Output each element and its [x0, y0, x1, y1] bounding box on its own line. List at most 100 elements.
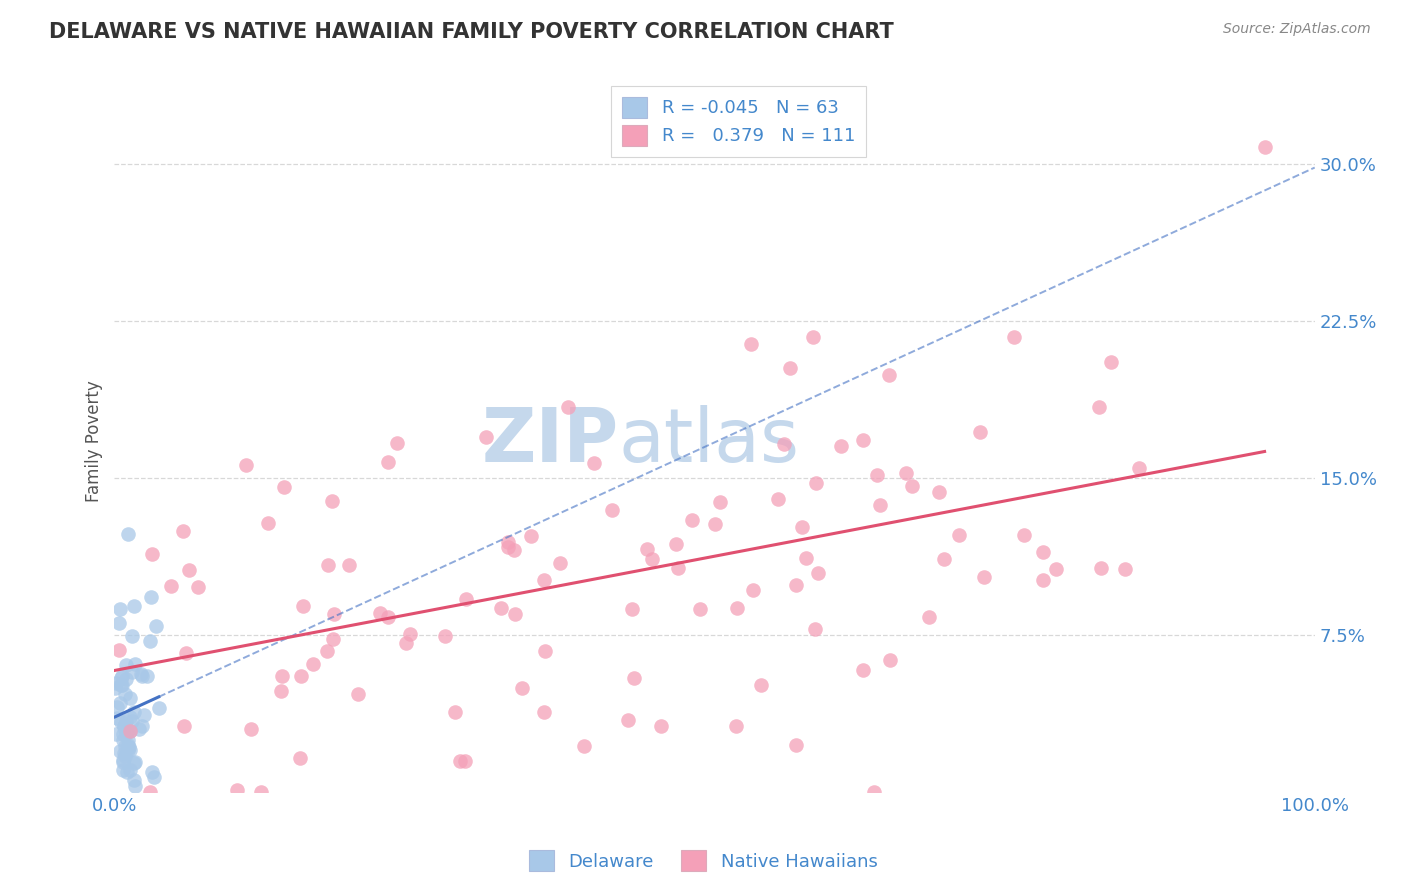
Point	[852, 433, 875, 447]
Point	[322, 607, 344, 621]
Point	[138, 785, 160, 799]
Point	[139, 633, 162, 648]
Point	[650, 719, 672, 733]
Text: atlas: atlas	[619, 405, 800, 478]
Point	[866, 467, 889, 482]
Point	[121, 665, 143, 679]
Point	[145, 619, 167, 633]
Point	[124, 755, 146, 769]
Point	[142, 770, 165, 784]
Point	[118, 690, 141, 705]
Point	[108, 744, 131, 758]
Point	[110, 715, 132, 730]
Point	[510, 681, 533, 695]
Point	[932, 552, 955, 566]
Point	[117, 743, 139, 757]
Point	[519, 529, 541, 543]
Point	[475, 430, 498, 444]
Point	[141, 765, 163, 780]
Point	[790, 519, 813, 533]
Point	[1004, 330, 1026, 344]
Point	[111, 726, 134, 740]
Point	[641, 551, 664, 566]
Point	[496, 541, 519, 555]
Text: Source: ZipAtlas.com: Source: ZipAtlas.com	[1223, 22, 1371, 37]
Point	[901, 479, 924, 493]
Point	[368, 606, 391, 620]
Point	[785, 578, 807, 592]
Point	[449, 754, 471, 768]
Point	[572, 739, 595, 754]
Point	[1032, 545, 1054, 559]
Point	[740, 336, 762, 351]
Point	[704, 516, 727, 531]
Point	[136, 668, 159, 682]
Point	[249, 785, 271, 799]
Point	[120, 743, 142, 757]
Point	[112, 763, 135, 777]
Point	[117, 526, 139, 541]
Point	[794, 550, 817, 565]
Point	[969, 425, 991, 440]
Point	[292, 599, 315, 613]
Point	[179, 563, 201, 577]
Point	[636, 541, 658, 556]
Point	[725, 719, 748, 733]
Point	[139, 590, 162, 604]
Point	[399, 627, 422, 641]
Point	[111, 669, 134, 683]
Point	[1012, 528, 1035, 542]
Text: DELAWARE VS NATIVE HAWAIIAN FAMILY POVERTY CORRELATION CHART: DELAWARE VS NATIVE HAWAIIAN FAMILY POVER…	[49, 22, 894, 42]
Point	[273, 480, 295, 494]
Point	[434, 628, 457, 642]
Point	[115, 764, 138, 779]
Point	[1253, 140, 1275, 154]
Point	[270, 669, 292, 683]
Point	[806, 566, 828, 580]
Point	[110, 671, 132, 685]
Point	[122, 705, 145, 719]
Point	[114, 726, 136, 740]
Point	[316, 643, 339, 657]
Point	[114, 739, 136, 753]
Point	[235, 458, 257, 472]
Point	[557, 400, 579, 414]
Point	[111, 678, 134, 692]
Point	[502, 542, 524, 557]
Point	[290, 669, 312, 683]
Point	[240, 722, 263, 736]
Point	[108, 616, 131, 631]
Point	[104, 727, 127, 741]
Point	[830, 438, 852, 452]
Point	[620, 602, 643, 616]
Point	[863, 785, 886, 799]
Point	[122, 599, 145, 614]
Point	[121, 714, 143, 728]
Point	[131, 719, 153, 733]
Point	[270, 683, 292, 698]
Point	[160, 579, 183, 593]
Point	[108, 643, 131, 657]
Point	[120, 723, 142, 738]
Point	[187, 580, 209, 594]
Point	[489, 601, 512, 615]
Y-axis label: Family Poverty: Family Poverty	[86, 381, 103, 502]
Point	[879, 653, 901, 667]
Point	[115, 672, 138, 686]
Point	[114, 687, 136, 701]
Point	[120, 723, 142, 738]
Point	[582, 457, 605, 471]
Point	[337, 558, 360, 572]
Point	[948, 528, 970, 542]
Point	[288, 751, 311, 765]
Point	[1114, 562, 1136, 576]
Point	[852, 663, 875, 677]
Point	[105, 700, 128, 714]
Point	[773, 437, 796, 451]
Point	[600, 503, 623, 517]
Point	[110, 696, 132, 710]
Point	[112, 720, 135, 734]
Point	[444, 705, 467, 719]
Point	[173, 719, 195, 733]
Point	[114, 749, 136, 764]
